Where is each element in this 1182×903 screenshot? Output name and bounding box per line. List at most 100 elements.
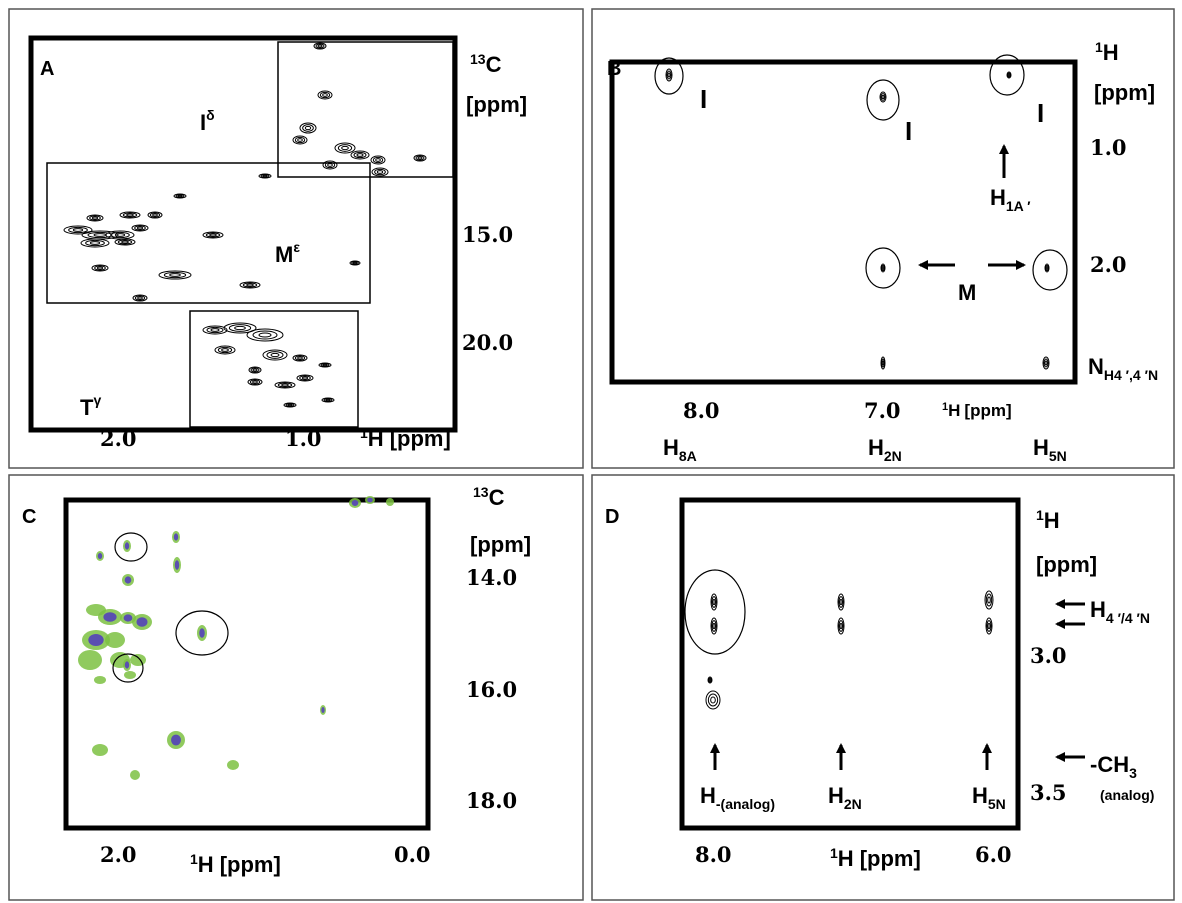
- circle-mark: [685, 570, 745, 654]
- peak-contour: [375, 169, 386, 174]
- peak-contour: [338, 145, 351, 152]
- peak-contour: [69, 227, 88, 232]
- peak-blue: [321, 707, 324, 713]
- peak-contour: [122, 241, 129, 243]
- side-note: (analog): [1100, 787, 1154, 803]
- unit: [ppm]: [964, 401, 1011, 420]
- proton-label: H5N: [1033, 435, 1067, 464]
- peak-blue: [98, 553, 102, 559]
- peak-contour: [709, 679, 710, 681]
- circle-mark: [1033, 250, 1067, 290]
- label: H: [700, 783, 716, 808]
- peak-contour: [882, 361, 883, 365]
- peak-contour: [352, 262, 359, 265]
- y-tick-label: 3.0: [1030, 643, 1067, 668]
- peak-green: [105, 632, 125, 648]
- peak-contour: [373, 157, 382, 162]
- y-tick-label: 2.0: [1090, 252, 1127, 277]
- peak-contour: [354, 152, 366, 157]
- peak-contour: [253, 369, 257, 371]
- peak-green: [227, 760, 239, 770]
- peak-contour: [342, 146, 349, 149]
- peak-contour: [303, 125, 314, 132]
- peak-contour: [97, 267, 102, 269]
- peak-contour: [328, 164, 333, 167]
- circle-mark: [866, 248, 900, 288]
- unit: [ppm]: [220, 852, 281, 877]
- peak-contour: [1046, 267, 1047, 270]
- peak-contour: [986, 594, 991, 606]
- label: H: [868, 435, 884, 460]
- peak-blue: [171, 735, 181, 746]
- sup: ε: [293, 239, 300, 255]
- nucleus: H: [368, 426, 384, 451]
- arrow-label: H1A ′: [990, 185, 1031, 214]
- sub: 2N: [884, 448, 902, 464]
- sup: δ: [206, 107, 215, 123]
- figure: A 13C [ppm] 15.0 20.0 2.0 1.0 1H[ppm] Iδ…: [0, 0, 1182, 903]
- y-tick-label: 15.0: [462, 222, 513, 247]
- peak-green: [92, 744, 108, 756]
- sub: 4 ′/4 ′N: [1106, 610, 1150, 626]
- peak-contour: [711, 697, 716, 703]
- peak-blue: [175, 560, 179, 570]
- peak-contour: [305, 126, 310, 129]
- peak-contour: [376, 159, 381, 162]
- peak-blue: [352, 500, 359, 506]
- label: H: [1090, 597, 1106, 622]
- x-axis-label: 1H[ppm]: [190, 851, 281, 877]
- annotation: M: [958, 280, 976, 305]
- label: H: [990, 185, 1006, 210]
- y-tick-label: 18.0: [466, 788, 517, 813]
- peak-contour: [137, 227, 142, 229]
- peak-contour: [840, 599, 842, 604]
- peak-contour: [713, 599, 715, 604]
- sub: 2N: [844, 796, 862, 812]
- x-tick-label: 2.0: [100, 842, 137, 867]
- peak-contour: [259, 333, 271, 337]
- panel-letter: A: [40, 58, 54, 80]
- peak-contour: [988, 623, 990, 628]
- peak-contour: [882, 267, 883, 270]
- x-axis-label: 1H[ppm]: [360, 425, 451, 451]
- nucleus: H: [198, 852, 214, 877]
- circle-mark: [115, 533, 147, 561]
- y-axis-label: 1H: [1036, 507, 1060, 533]
- peaks: [64, 43, 1067, 780]
- peak-green: [94, 676, 106, 684]
- x-tick-label: 8.0: [683, 398, 720, 423]
- sub: 3: [1129, 765, 1137, 781]
- proton-label: H2N: [828, 783, 862, 812]
- peak-contour: [323, 94, 328, 97]
- peak-contour: [153, 214, 158, 216]
- label: H: [663, 435, 679, 460]
- mass-number: 1: [360, 425, 368, 441]
- unit: [ppm]: [860, 846, 921, 871]
- peak-contour: [263, 175, 267, 176]
- peak-contour: [321, 364, 329, 367]
- side-label: H4 ′/4 ′N: [1090, 597, 1150, 626]
- sub: 5N: [988, 796, 1006, 812]
- peak-contour: [247, 284, 254, 286]
- region-label: Mε: [275, 239, 300, 267]
- mass-number: 1: [830, 845, 838, 861]
- peak-contour: [211, 329, 219, 332]
- peak-contour: [210, 234, 217, 236]
- proton-label: H5N: [972, 783, 1006, 812]
- peak-contour: [298, 139, 303, 142]
- nucleus: C: [489, 485, 505, 510]
- peak-green: [78, 650, 102, 670]
- peak-blue: [174, 533, 178, 540]
- y-tick-label: 1.0: [1090, 135, 1127, 160]
- proton-label: H8A: [663, 435, 697, 464]
- peak-contour: [170, 274, 181, 277]
- side-label: -CH3: [1090, 752, 1137, 781]
- panel-letter: D: [605, 506, 619, 528]
- sub: 8A: [679, 448, 697, 464]
- unit: [ppm]: [390, 426, 451, 451]
- sub: -(analog): [716, 796, 775, 812]
- y-axis-label: 13C: [473, 484, 505, 510]
- peak-contour: [73, 229, 82, 232]
- peak-green: [130, 654, 146, 666]
- peak-contour: [318, 45, 322, 47]
